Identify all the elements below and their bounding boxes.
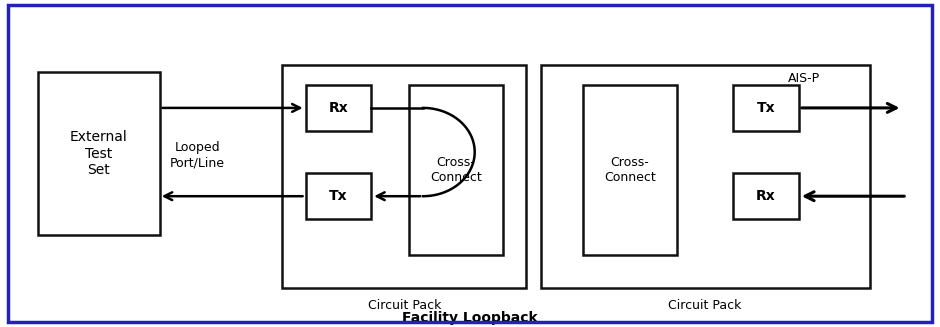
- Bar: [540, 65, 870, 288]
- Bar: [282, 65, 526, 288]
- Text: External
Test
Set: External Test Set: [70, 130, 128, 177]
- Text: AIS-P: AIS-P: [788, 72, 820, 85]
- Bar: [733, 85, 799, 131]
- Text: Circuit Pack: Circuit Pack: [668, 299, 742, 312]
- Bar: [306, 85, 371, 131]
- Bar: [583, 85, 677, 255]
- Text: Looped
Port/Line: Looped Port/Line: [170, 141, 225, 169]
- Text: Circuit Pack: Circuit Pack: [368, 299, 441, 312]
- Text: Tx: Tx: [757, 101, 776, 115]
- Text: Cross-
Connect: Cross- Connect: [430, 156, 482, 184]
- Text: Facility Loopback: Facility Loopback: [402, 311, 538, 325]
- Bar: [733, 173, 799, 219]
- Text: Rx: Rx: [756, 189, 776, 203]
- Bar: [306, 173, 371, 219]
- Bar: [409, 85, 503, 255]
- Text: Rx: Rx: [328, 101, 349, 115]
- Bar: [38, 72, 160, 235]
- Text: Tx: Tx: [329, 189, 348, 203]
- Text: Cross-
Connect: Cross- Connect: [603, 156, 656, 184]
